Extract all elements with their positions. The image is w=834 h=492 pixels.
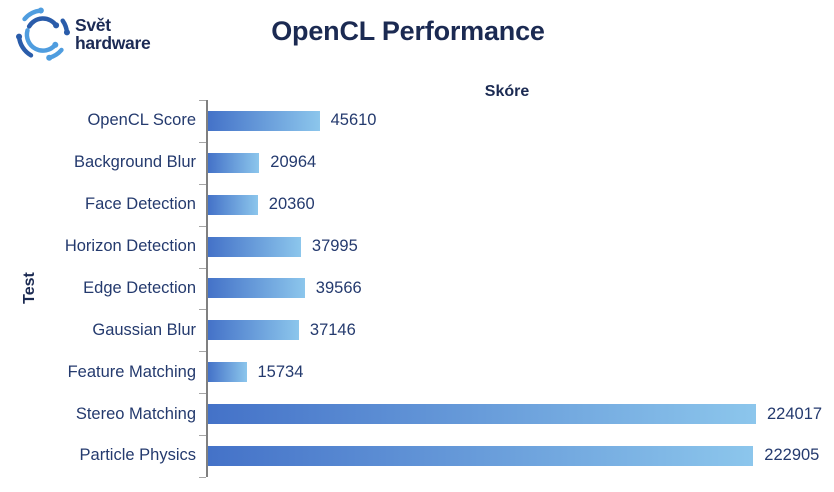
category-label: Stereo Matching bbox=[75, 404, 196, 423]
value-label: 39566 bbox=[315, 278, 362, 297]
chart-row: Feature Matching 15734 bbox=[0, 351, 834, 393]
bar bbox=[208, 152, 260, 173]
value-label: 20360 bbox=[268, 195, 315, 214]
value-label: 20964 bbox=[270, 153, 317, 172]
axis-tick bbox=[199, 225, 206, 227]
value-label: 224017 bbox=[767, 404, 823, 423]
axis-tick bbox=[199, 183, 206, 185]
axis-tick bbox=[199, 267, 206, 269]
category-label: Face Detection bbox=[85, 195, 196, 214]
svet-hardware-logo-icon bbox=[16, 7, 70, 61]
axis-tick bbox=[199, 309, 206, 311]
category-label: Particle Physics bbox=[79, 446, 196, 465]
axis-tick bbox=[199, 100, 206, 101]
bar bbox=[208, 404, 756, 425]
chart-row: Horizon Detection 37995 bbox=[0, 226, 834, 268]
chart-row: Background Blur 20964 bbox=[0, 142, 834, 184]
value-label: 37995 bbox=[311, 237, 358, 256]
category-label: OpenCL Score bbox=[87, 111, 196, 130]
logo-text-line2: hardware bbox=[75, 32, 151, 53]
category-label: Horizon Detection bbox=[64, 237, 196, 256]
category-label: Feature Matching bbox=[67, 362, 196, 381]
chart-row: Face Detection 20360 bbox=[0, 184, 834, 226]
chart-row: Gaussian Blur 37146 bbox=[0, 309, 834, 351]
value-label: 45610 bbox=[330, 111, 377, 130]
axis-tick bbox=[199, 476, 206, 478]
chart-row: Stereo Matching 224017 bbox=[0, 393, 834, 435]
category-label: Gaussian Blur bbox=[92, 320, 196, 339]
logo-text-line1: Svět bbox=[75, 14, 111, 35]
chart-row: Edge Detection 39566 bbox=[0, 268, 834, 310]
plot-area: OpenCL Score 45610 Background Blur 20964 Fac… bbox=[0, 100, 834, 478]
bar bbox=[208, 278, 305, 299]
value-axis-title: Skóre bbox=[484, 83, 530, 100]
logo-wordmark: Svět hardware bbox=[75, 14, 151, 53]
axis-tick bbox=[199, 351, 206, 353]
value-label: 37146 bbox=[309, 320, 356, 339]
chart-row: Particle Physics 222905 bbox=[0, 435, 834, 477]
bar bbox=[208, 110, 320, 131]
bar bbox=[208, 445, 754, 466]
bar bbox=[208, 194, 258, 215]
axis-tick bbox=[199, 435, 206, 437]
value-label: 222905 bbox=[764, 446, 820, 465]
value-label: 15734 bbox=[257, 362, 304, 381]
axis-tick bbox=[199, 141, 206, 143]
category-label: Background Blur bbox=[74, 153, 196, 172]
chart-title: OpenCL Performance bbox=[271, 16, 545, 46]
bar bbox=[208, 320, 299, 341]
bar bbox=[208, 362, 247, 383]
bar bbox=[208, 236, 301, 257]
axis-tick bbox=[199, 393, 206, 395]
category-label: Edge Detection bbox=[83, 278, 196, 297]
category-axis-line bbox=[206, 100, 208, 477]
chart-row: OpenCL Score 45610 bbox=[0, 100, 834, 142]
svet-hardware-logo: Svět hardware bbox=[14, 6, 151, 63]
